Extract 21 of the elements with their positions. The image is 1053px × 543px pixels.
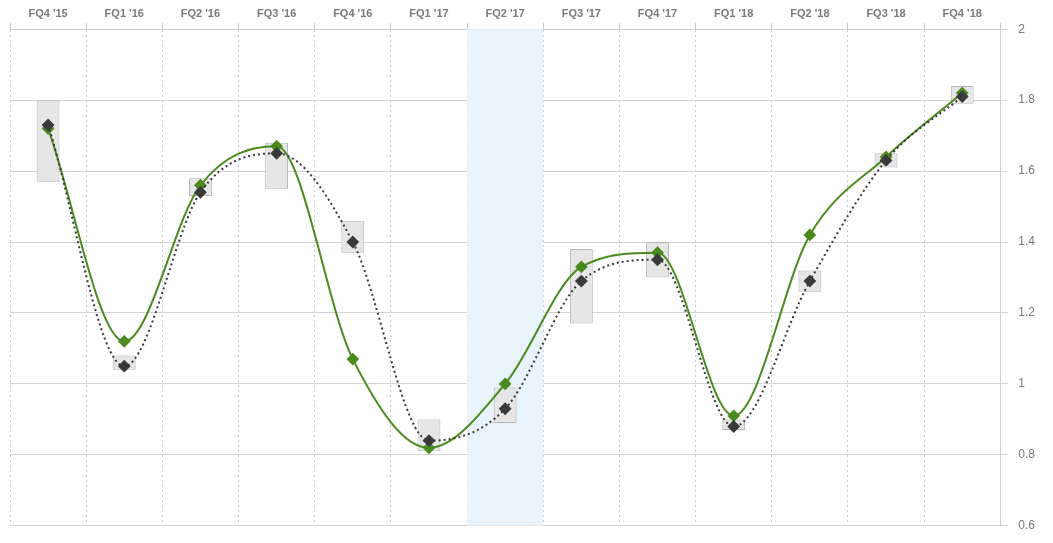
x-tick-label: FQ4 '18 xyxy=(942,6,982,19)
x-tick-label: FQ2 '16 xyxy=(180,6,221,19)
y-tick-label: 2 xyxy=(1018,21,1026,36)
x-tick-label: FQ1 '18 xyxy=(714,6,754,19)
x-tick-label: FQ4 '15 xyxy=(28,6,68,19)
x-tick-label: FQ2 '17 xyxy=(485,6,525,19)
x-tick-label: FQ4 '16 xyxy=(333,6,373,19)
y-tick-label: 1.8 xyxy=(1018,92,1036,107)
x-tick-label: FQ1 '16 xyxy=(104,6,144,19)
x-tick-label: FQ3 '18 xyxy=(866,6,906,19)
y-tick-label: 1.6 xyxy=(1018,163,1036,178)
x-tick-label: FQ2 '18 xyxy=(790,6,830,19)
x-tick-label: FQ4 '17 xyxy=(637,6,678,19)
x-tick-label: FQ3 '17 xyxy=(561,6,601,19)
y-tick-label: 0.6 xyxy=(1018,518,1036,533)
x-tick-label: FQ1 '17 xyxy=(409,6,449,19)
y-tick-label: 1.4 xyxy=(1018,234,1036,249)
y-tick-label: 0.8 xyxy=(1018,447,1036,462)
y-tick-label: 1 xyxy=(1018,376,1026,391)
y-tick-label: 1.2 xyxy=(1018,305,1036,320)
x-tick-label: FQ3 '16 xyxy=(256,6,297,19)
